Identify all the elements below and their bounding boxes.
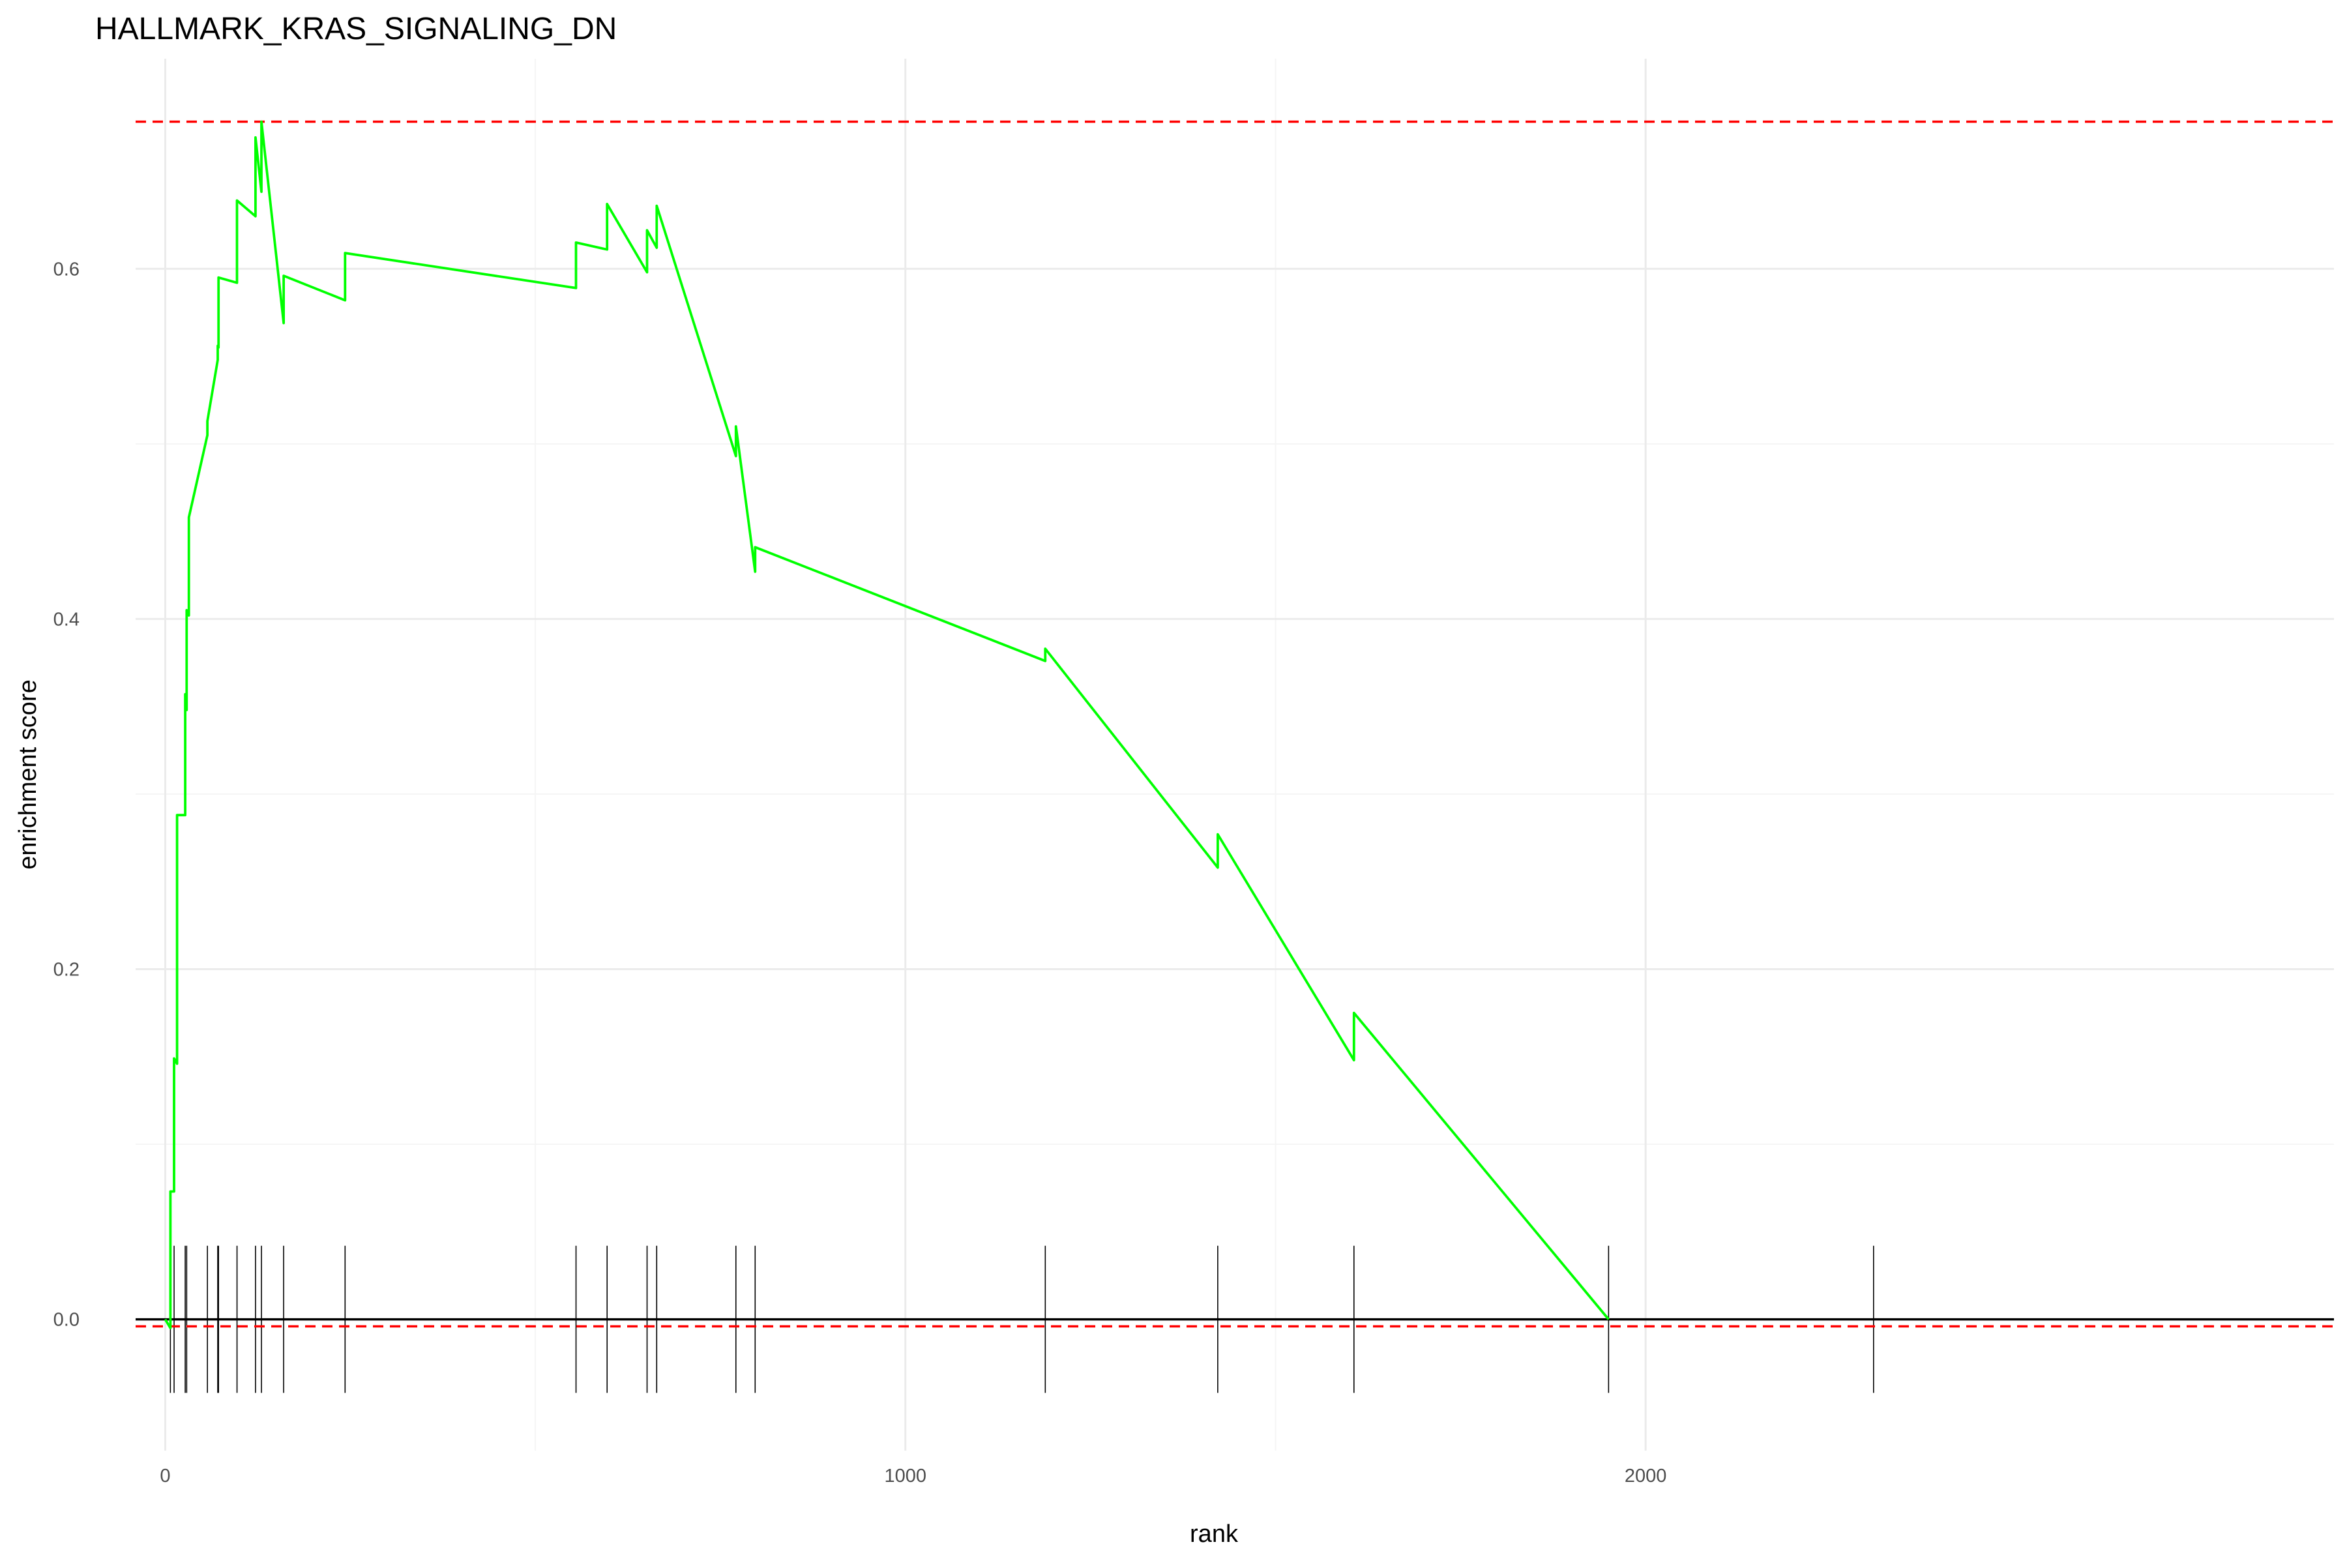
x-tick-label: 0 — [160, 1466, 170, 1487]
x-tick-label: 1000 — [885, 1466, 927, 1487]
y-tick-label: 0.0 — [53, 1310, 80, 1331]
y-tick-label: 0.4 — [53, 609, 80, 630]
y-axis-title: enrichment score — [14, 679, 42, 869]
y-axis-ticks: 0.0 0.2 0.4 0.6 — [53, 259, 80, 1330]
y-tick-label: 0.6 — [53, 259, 80, 280]
x-axis-title: rank — [1190, 1520, 1239, 1548]
reference-lines — [136, 120, 2334, 1328]
enrichment-curve — [164, 120, 1610, 1329]
x-tick-label: 2000 — [1625, 1466, 1667, 1487]
curve-layer — [164, 120, 1610, 1329]
x-axis-ticks: 0 1000 2000 — [160, 1466, 1666, 1487]
y-tick-label: 0.2 — [53, 959, 80, 980]
chart-title: HALLMARK_KRAS_SIGNALING_DN — [95, 12, 617, 46]
